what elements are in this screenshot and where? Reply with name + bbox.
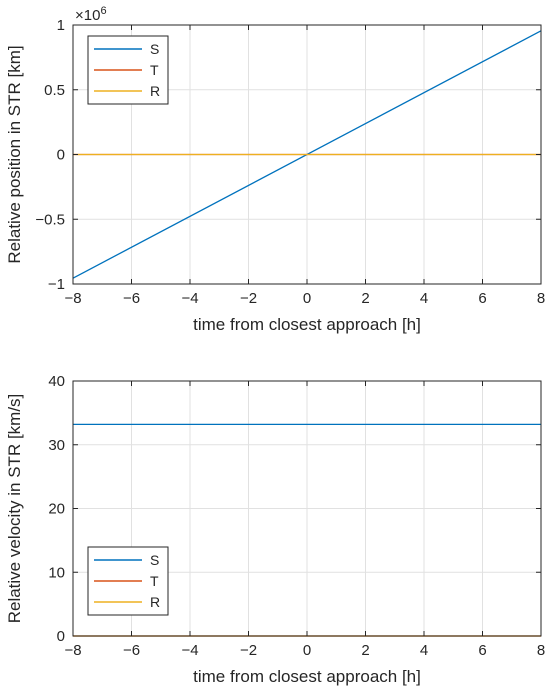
x-tick-label: 2 [361, 290, 369, 307]
y-tick-label: −0.5 [35, 211, 65, 228]
y-tick-label: 0 [57, 628, 65, 645]
x-tick-label: −8 [64, 290, 81, 307]
y-tick-label: 0 [57, 147, 65, 164]
legend: STR [87, 35, 169, 105]
x-tick-label: 2 [361, 642, 369, 659]
legend-label-r: R [150, 594, 160, 610]
y-axis-label: Relative velocity in STR [km/s] [5, 394, 24, 624]
y-tick-label: 1 [57, 17, 65, 34]
y-tick-label: −1 [48, 276, 65, 293]
x-tick-label: 8 [537, 290, 545, 307]
y-axis-label: Relative position in STR [km] [5, 45, 24, 263]
x-tick-label: −4 [181, 290, 198, 307]
y-exponent-power: 6 [100, 5, 106, 17]
legend: STR [87, 546, 169, 616]
legend-label-r: R [150, 83, 160, 99]
y-exponent-label: ×106 [75, 5, 107, 24]
x-tick-label: 0 [303, 642, 311, 659]
legend-label-s: S [150, 552, 159, 568]
legend-label-t: T [150, 62, 159, 78]
legend-label-t: T [150, 573, 159, 589]
x-tick-label: −2 [240, 290, 257, 307]
x-axis-label: time from closest approach [h] [193, 315, 421, 334]
x-tick-label: 8 [537, 642, 545, 659]
x-tick-label: −6 [123, 290, 140, 307]
chart-2: −8 −6 −4 −2 0 2 4 6 8 0 10 20 30 40 time from closest … [5, 373, 545, 686]
x-tick-label: 4 [420, 642, 428, 659]
y-tick-label: 20 [48, 501, 65, 518]
x-tick-label: 6 [478, 642, 486, 659]
x-tick-label: −2 [240, 642, 257, 659]
chart-1: −8 −6 −4 −2 0 2 4 6 8 −1 −0.5 0 0.5 1 time from closes… [5, 5, 545, 334]
y-tick-label: 30 [48, 437, 65, 454]
x-tick-label: 0 [303, 290, 311, 307]
x-axis-label: time from closest approach [h] [193, 667, 421, 686]
x-tick-label: −8 [64, 642, 81, 659]
x-tick-label: −4 [181, 642, 198, 659]
x-tick-label: 4 [420, 290, 428, 307]
x-tick-label: −6 [123, 642, 140, 659]
y-tick-label: 40 [48, 373, 65, 390]
x-tick-label: 6 [478, 290, 486, 307]
y-tick-label: 0.5 [44, 82, 65, 99]
legend-label-s: S [150, 41, 159, 57]
y-tick-label: 10 [48, 564, 65, 581]
